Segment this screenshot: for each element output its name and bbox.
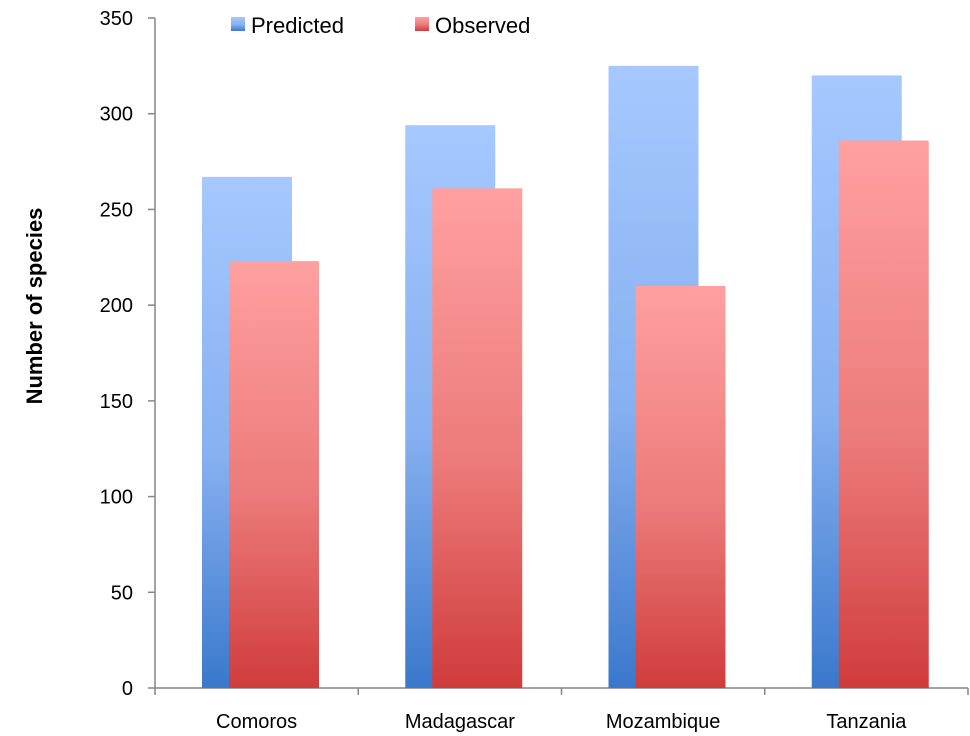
- y-tick-label: 350: [100, 8, 133, 30]
- y-axis-title: Number of species: [22, 208, 47, 405]
- x-axis: Comoros Madagascar Mozambique Tanzania: [154, 687, 969, 733]
- bars: [202, 65, 929, 689]
- y-tick-label: 250: [100, 199, 133, 221]
- y-tick-label: 0: [122, 678, 133, 700]
- y-axis: 0 50 100 150 200 250 300 350: [100, 8, 156, 700]
- legend-swatch-observed: [415, 17, 429, 31]
- y-tick-label: 300: [100, 104, 133, 126]
- x-tick-label: Madagascar: [405, 711, 515, 733]
- x-tick-label: Mozambique: [606, 711, 721, 733]
- legend-label-observed: Observed: [435, 13, 530, 38]
- legend-label-predicted: Predicted: [251, 13, 344, 38]
- legend-swatch-predicted: [231, 17, 245, 31]
- bar-observed-comoros: [229, 261, 319, 688]
- bar-observed-mozambique: [635, 286, 726, 688]
- x-tick-label: Comoros: [216, 711, 297, 733]
- x-tick-label: Tanzania: [826, 711, 907, 733]
- y-tick-label: 100: [100, 487, 133, 509]
- bar-observed-tanzania: [838, 140, 929, 688]
- bar-observed-madagascar: [432, 188, 523, 688]
- legend: Predicted Observed: [231, 13, 530, 38]
- y-tick-label: 50: [111, 582, 133, 604]
- y-tick-label: 150: [100, 391, 133, 413]
- y-tick-label: 200: [100, 295, 133, 317]
